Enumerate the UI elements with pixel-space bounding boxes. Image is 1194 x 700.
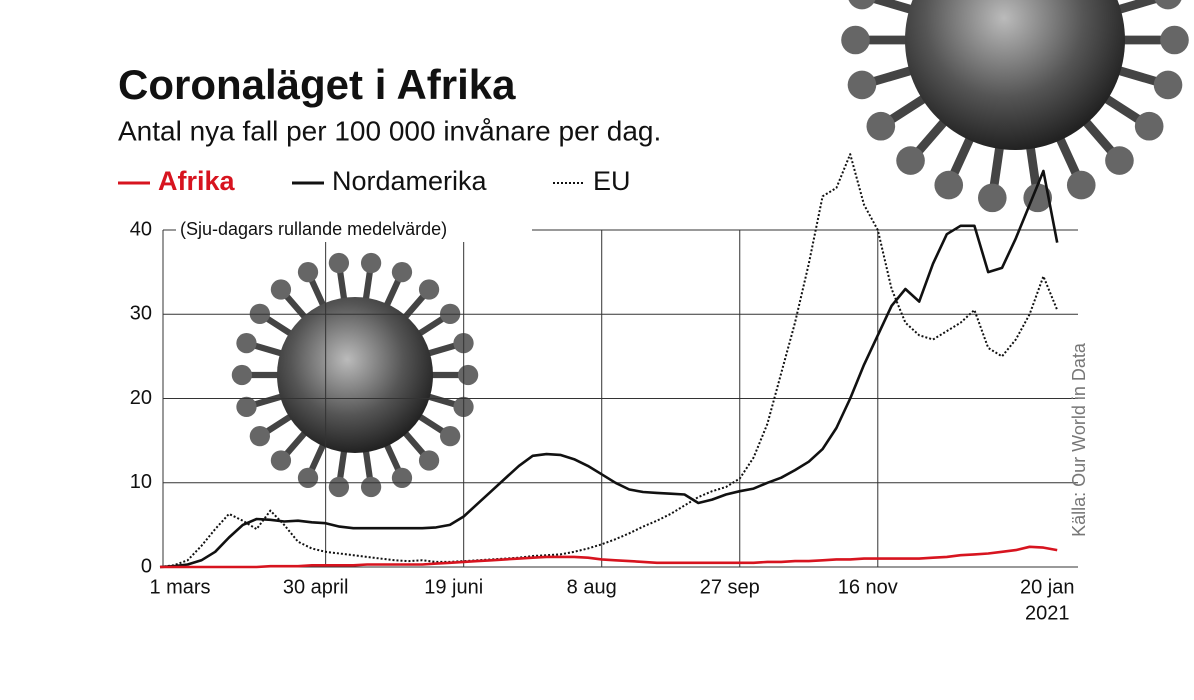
virus-spike-tip	[418, 279, 440, 300]
x-tick-label: 27 sep	[700, 576, 760, 598]
legend-label: EU	[593, 166, 631, 196]
virus-spike-tip	[1134, 111, 1164, 141]
virus-spike-tip	[249, 426, 270, 447]
note-background	[176, 218, 532, 242]
y-tick-label: 30	[130, 303, 152, 325]
line-series	[159, 169, 1059, 569]
y-tick-label: 0	[141, 555, 152, 577]
x-tick-label: 16 nov	[838, 576, 898, 598]
virus-spike-tip	[934, 170, 964, 200]
virus-illustration	[841, 0, 1189, 213]
x-tick-label: 30 april	[283, 576, 349, 598]
chart-title: Coronaläget i Afrika	[118, 61, 516, 108]
virus-illustration	[231, 252, 479, 498]
x-tick-label: 1 mars	[149, 576, 210, 598]
virus-body	[905, 0, 1125, 150]
virus-spike-tip	[270, 450, 292, 471]
virus-spike-tip	[328, 476, 350, 498]
virus-spike-tip	[1105, 146, 1134, 175]
y-tick-label: 40	[130, 218, 152, 240]
source: Källa: Our World in Data	[1069, 342, 1089, 537]
virus-spike-tip	[360, 252, 382, 274]
x-tick-label: 20 jan	[1020, 576, 1075, 598]
virus-spike-tip	[391, 467, 413, 489]
virus-spike-tip	[978, 183, 1007, 213]
virus-spike-tip	[270, 279, 292, 300]
virus-spike-tip	[297, 467, 319, 489]
legend-label: Afrika	[158, 166, 236, 196]
note: (Sju-dagars rullande medelvärde)	[180, 219, 447, 239]
virus-body	[277, 297, 433, 453]
virus-spike-tip	[866, 111, 896, 141]
x-tick-label: 19 juni	[424, 576, 483, 598]
virus-spike-tip	[896, 146, 925, 175]
virus-spike-tip	[457, 364, 479, 386]
legend-label: Nordamerika	[332, 166, 488, 196]
chart-subtitle: Antal nya fall per 100 000 invånare per …	[118, 115, 661, 146]
x-tick-label: 8 aug	[567, 576, 617, 598]
year-label: 2021	[1025, 602, 1070, 624]
virus-spike-tip	[328, 252, 350, 274]
virus-spike-tip	[848, 0, 876, 10]
virus-spike-tip	[236, 396, 257, 418]
virus-spike-tip	[1153, 70, 1183, 100]
virus-spike-tip	[231, 364, 253, 386]
virus-spike-tip	[1154, 0, 1182, 10]
y-tick-label: 10	[130, 471, 152, 493]
virus-spike-tip	[841, 25, 870, 55]
y-tick-label: 20	[130, 387, 152, 409]
virus-spike-tip	[440, 426, 461, 447]
virus-spike-tip	[236, 332, 257, 354]
virus-spike-tip	[297, 261, 319, 283]
virus-spike-tip	[360, 476, 382, 498]
virus-spike-tip	[391, 261, 413, 283]
virus-spike-tip	[847, 70, 877, 100]
line-series	[160, 545, 1058, 569]
virus-spike-tip	[1160, 25, 1189, 55]
virus-spike-tip	[1066, 170, 1096, 200]
virus-spike-tip	[418, 450, 440, 471]
